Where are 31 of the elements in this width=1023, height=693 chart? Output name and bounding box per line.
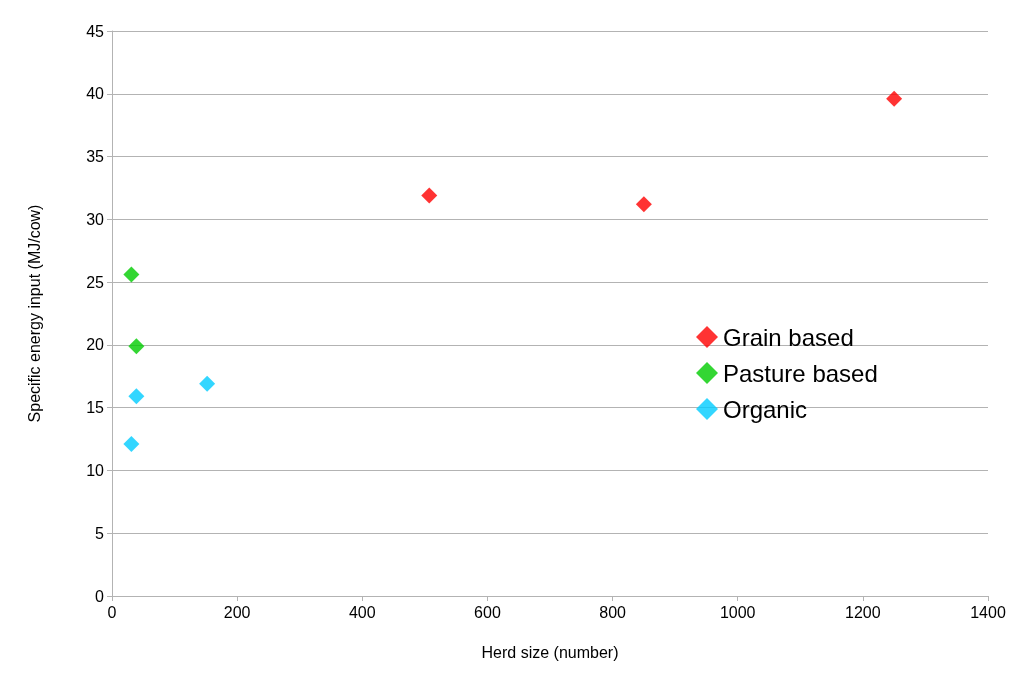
legend-label: Grain based [723,323,854,351]
y-tick-label: 10 [86,461,105,479]
x-tick-label: 1200 [845,603,881,621]
point [635,196,652,213]
point [421,187,438,204]
point [123,266,140,283]
legend-label: Pasture based [723,359,878,387]
y-tick-label: 45 [86,22,105,40]
x-tick-label: 200 [223,603,251,621]
x-tick-label: 0 [107,603,117,621]
point [886,90,903,107]
point [128,338,145,355]
x-tick-label: 1400 [970,603,1006,621]
point [199,375,216,392]
y-tick-label: 25 [86,273,105,291]
y-tick-label: 0 [95,587,105,605]
x-tick-label: 1000 [719,603,756,621]
y-tick-label: 5 [95,524,105,542]
x-axis-title: Herd size (number) [481,643,619,661]
point [128,388,145,405]
y-tick-label: 35 [86,148,105,166]
x-tick-label: 600 [474,603,501,621]
y-tick-label: 30 [86,210,105,228]
x-tick-label: 800 [599,603,627,621]
point [123,436,140,453]
y-tick-label: 15 [86,399,105,417]
y-tick-label: 40 [86,85,105,103]
legend-label: Organic [723,395,808,423]
y-tick-label: 20 [86,336,105,354]
y-axis-title: Specific energy input (MJ/cow) [25,204,43,423]
x-tick-label: 400 [348,603,376,621]
